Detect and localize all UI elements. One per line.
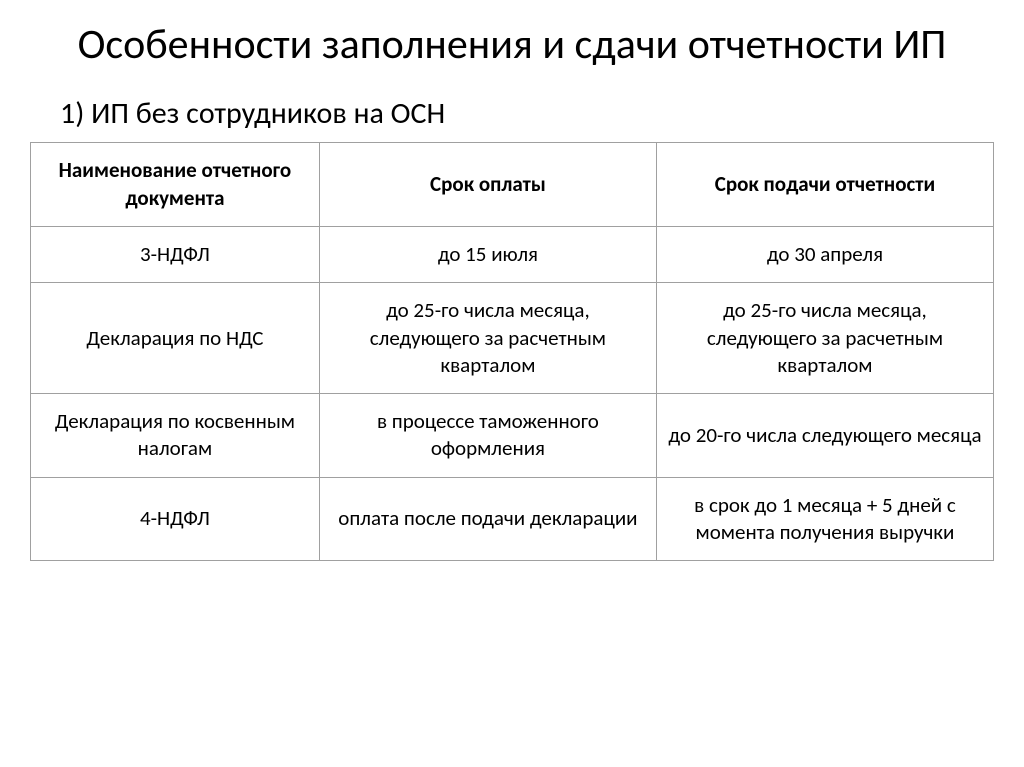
cell-payment-term: до 15 июля (319, 226, 656, 282)
table-row: 4-НДФЛ оплата после подачи декларации в … (31, 477, 994, 561)
cell-submission-term: до 30 апреля (656, 226, 993, 282)
header-document-name: Наименование отчетного документа (31, 143, 320, 227)
header-payment-term: Срок оплаты (319, 143, 656, 227)
table-row: 3-НДФЛ до 15 июля до 30 апреля (31, 226, 994, 282)
table-row: Декларация по косвенным налогам в процес… (31, 394, 994, 478)
table-row: Декларация по НДС до 25-го числа месяца,… (31, 283, 994, 394)
cell-payment-term: в процессе таможенного оформления (319, 394, 656, 478)
cell-document-name: Декларация по НДС (31, 283, 320, 394)
cell-submission-term: до 25-го числа месяца, следующего за рас… (656, 283, 993, 394)
cell-document-name: 3-НДФЛ (31, 226, 320, 282)
section-subtitle: 1) ИП без сотрудников на ОСН (30, 95, 994, 132)
cell-payment-term: до 25-го числа месяца, следующего за рас… (319, 283, 656, 394)
cell-payment-term: оплата после подачи декларации (319, 477, 656, 561)
cell-submission-term: до 20-го числа следующего месяца (656, 394, 993, 478)
cell-submission-term: в срок до 1 месяца + 5 дней с момента по… (656, 477, 993, 561)
cell-document-name: 4-НДФЛ (31, 477, 320, 561)
page-title: Особенности заполнения и сдачи отчетност… (30, 20, 994, 70)
reporting-table: Наименование отчетного документа Срок оп… (30, 142, 994, 561)
cell-document-name: Декларация по косвенным налогам (31, 394, 320, 478)
header-submission-term: Срок подачи отчетности (656, 143, 993, 227)
table-header-row: Наименование отчетного документа Срок оп… (31, 143, 994, 227)
